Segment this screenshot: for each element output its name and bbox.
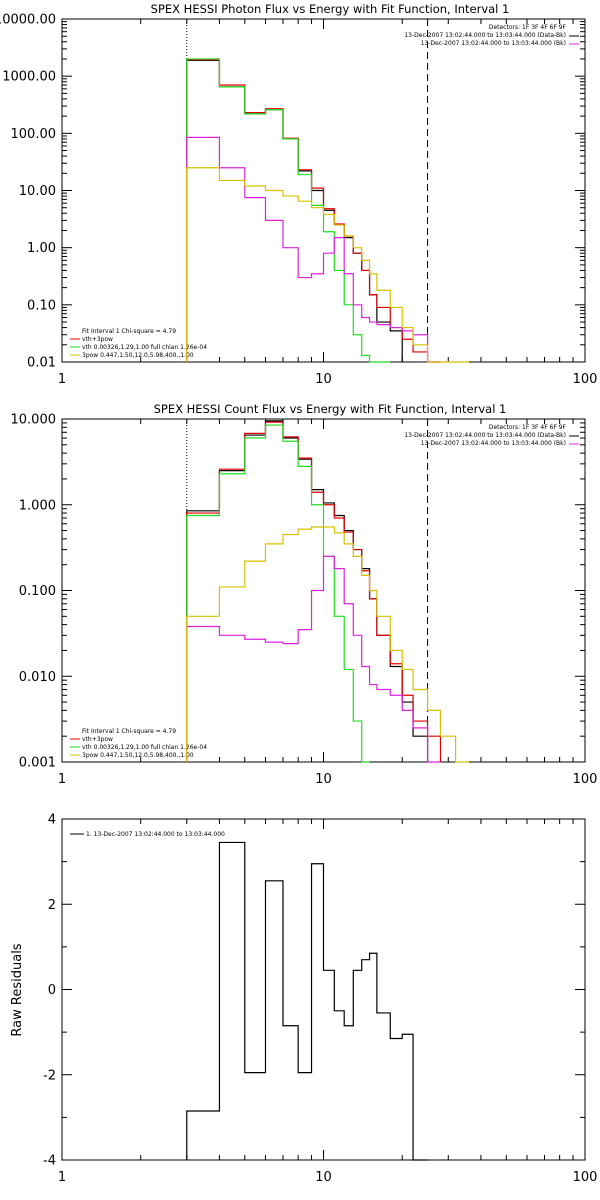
photon-legend-3pow: 3pow 0.447,1.50,12.0,5.98,400.,1.00 bbox=[82, 352, 194, 359]
photon-legend-detectors: Detectors: 1F 3F 4F 6F 9F bbox=[489, 24, 567, 31]
photon-x-tick-label: 10 bbox=[315, 372, 332, 387]
count-legend-3pow: 3pow 0.447,1.50,12.0,5.98,400.,1.00 bbox=[82, 752, 194, 759]
residuals-y-tick-label: 4 bbox=[48, 813, 56, 828]
photon-y-tick-label: 100.00 bbox=[11, 127, 57, 142]
count-legend-bk: 13-Dec-2007 13:02:44.000 to 13:03:44.000… bbox=[421, 440, 566, 447]
photon-legend-data-bk: 13-Dec-2007 13:02:44.000 to 13:03:44.000… bbox=[404, 32, 566, 39]
residuals-y-tick-label: 0 bbox=[48, 983, 56, 998]
residuals-y-axis-label: Raw Residuals bbox=[10, 943, 25, 1036]
count-y-tick-label: 10.000 bbox=[11, 413, 57, 428]
residuals-chart: 1 10 100 4 2 0 -2 -4 bbox=[43, 813, 597, 1186]
residuals-x-tick-label: 10 bbox=[315, 1170, 332, 1185]
count-series-pow3 bbox=[186, 555, 441, 763]
photon-series-pow3 bbox=[186, 136, 441, 363]
photon-y-tick-label: 10000.00 bbox=[0, 13, 56, 28]
photon-y-tick-label: 0.10 bbox=[27, 298, 56, 313]
count-legend: Detectors: 1F 3F 4F 6F 9F 13-Dec-2007 13… bbox=[70, 424, 579, 759]
count-fit-interval-text: Fit Interval 1 Chi-square = 4.79 bbox=[82, 728, 176, 735]
residuals-series-residuals bbox=[186, 841, 428, 1161]
count-x-tick-label: 10 bbox=[315, 772, 332, 787]
count-x-tick-label: 1 bbox=[58, 772, 66, 787]
residuals-x-tick-label: 100 bbox=[573, 1170, 598, 1185]
count-series-bk bbox=[186, 526, 469, 763]
count-chart: 1 10 100 10.000 1.000 0.100 0.010 0.001 bbox=[11, 413, 598, 788]
photon-legend-vth: vth 0.00326,1.29,1.00 full chian 1.26e-0… bbox=[82, 344, 207, 351]
count-legend-vth: vth 0.00326,1.29,1.00 full chian 1.26e-0… bbox=[82, 744, 207, 751]
photon-series-bk bbox=[186, 167, 469, 363]
residuals-y-tick-label: -2 bbox=[43, 1068, 56, 1083]
residuals-y-tick-label: -4 bbox=[43, 1154, 56, 1169]
photon-chart: 1 10 100 10000.00 1000.00 100.00 10.00 1.00 0.10… bbox=[0, 13, 597, 388]
count-series-model bbox=[186, 421, 442, 762]
photon-legend-model: vth+3pow bbox=[82, 336, 113, 343]
photon-x-tick-label: 100 bbox=[573, 372, 598, 387]
photon-series-data_bk bbox=[186, 59, 403, 362]
count-y-tick-label: 0.100 bbox=[19, 584, 56, 599]
residuals-y-tick-label: 2 bbox=[48, 898, 56, 913]
photon-y-tick-label: 1.00 bbox=[27, 241, 56, 256]
photon-series-vth bbox=[186, 58, 391, 363]
count-chart-title: SPEX HESSI Count Flux vs Energy with Fit… bbox=[154, 402, 507, 416]
photon-legend: Detectors: 1F 3F 4F 6F 9F 13-Dec-2007 13… bbox=[70, 24, 579, 359]
count-legend-detectors: Detectors: 1F 3F 4F 6F 9F bbox=[489, 424, 567, 431]
photon-legend-bk: 13-Dec-2007 13:02:44.000 to 13:03:44.000… bbox=[421, 40, 566, 47]
count-x-tick-label: 100 bbox=[573, 772, 598, 787]
count-series-vth bbox=[186, 424, 370, 763]
count-y-tick-label: 0.001 bbox=[19, 756, 56, 771]
count-series-data_bk bbox=[186, 420, 429, 762]
photon-y-tick-label: 10.00 bbox=[19, 184, 56, 199]
residuals-x-tick-label: 1 bbox=[58, 1170, 66, 1185]
photon-chart-title: SPEX HESSI Photon Flux vs Energy with Fi… bbox=[151, 2, 510, 16]
count-y-tick-label: 1.000 bbox=[19, 498, 56, 513]
count-legend-model: vth+3pow bbox=[82, 736, 113, 743]
photon-y-tick-label: 0.01 bbox=[27, 356, 56, 371]
photon-fit-interval-text: Fit Interval 1 Chi-square = 4.79 bbox=[82, 328, 176, 335]
count-legend-data-bk: 13-Dec-2007 13:02:44.000 to 13:03:44.000… bbox=[404, 432, 566, 439]
photon-x-tick-label: 1 bbox=[58, 372, 66, 387]
residuals-legend: 1. 13-Dec-2007 13:02:44.000 to 13:03:44.… bbox=[70, 831, 225, 838]
residuals-legend-text: 1. 13-Dec-2007 13:02:44.000 to 13:03:44.… bbox=[86, 831, 225, 838]
photon-y-tick-label: 1000.00 bbox=[2, 70, 56, 85]
count-y-tick-label: 0.010 bbox=[19, 670, 56, 685]
